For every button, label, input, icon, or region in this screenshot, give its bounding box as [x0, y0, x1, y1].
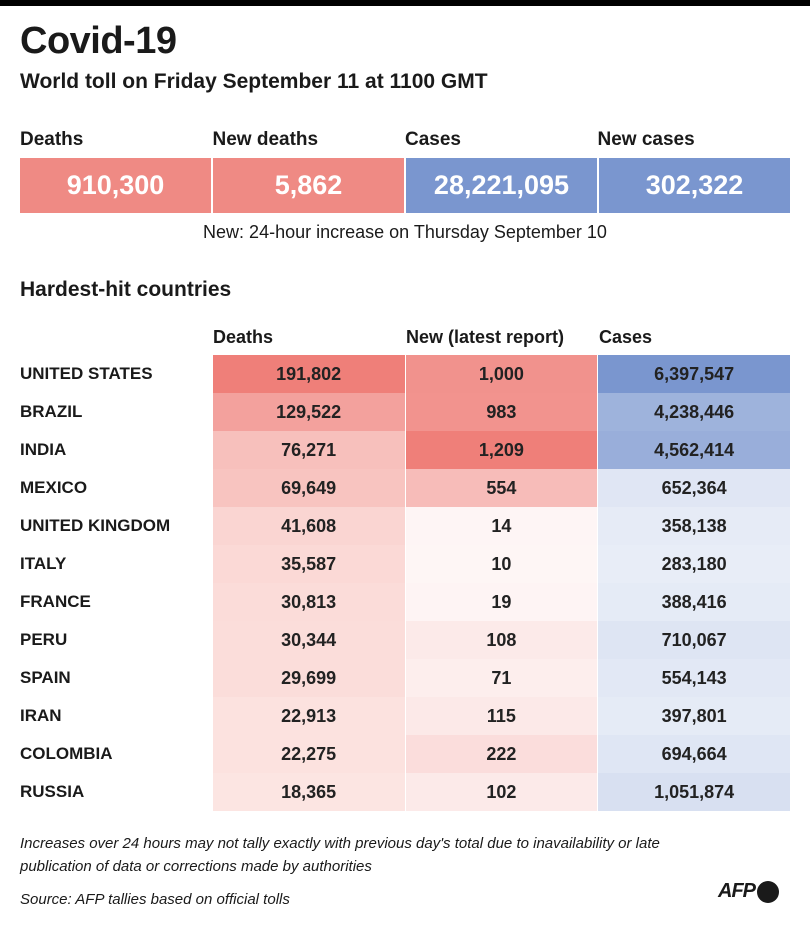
source-note: Source: AFP tallies based on official to…	[20, 891, 290, 908]
new-deaths-cell: 1,209	[405, 431, 598, 469]
new-deaths-cell: 1,000	[405, 355, 598, 393]
table-row: ITALY 35,587 10 283,180	[20, 545, 790, 583]
table-row: UNITED STATES 191,802 1,000 6,397,547	[20, 355, 790, 393]
new-deaths-cell: 983	[405, 393, 598, 431]
new-deaths-cell: 115	[405, 697, 598, 735]
table-row: PERU 30,344 108 710,067	[20, 621, 790, 659]
country-name: MEXICO	[20, 478, 88, 497]
cases-cell: 694,664	[598, 735, 790, 773]
deaths-cell: 129,522	[212, 393, 405, 431]
page-subtitle: World toll on Friday September 11 at 110…	[20, 70, 488, 93]
summary-value-new-cases: 302,322	[599, 158, 790, 213]
country-name: INDIA	[20, 440, 67, 459]
summary-values: 910,300 5,862 28,221,095 302,322	[20, 158, 790, 213]
column-header-new: New (latest report)	[406, 327, 565, 347]
new-deaths-cell: 222	[405, 735, 598, 773]
cases-cell: 710,067	[598, 621, 790, 659]
deaths-cell: 30,813	[212, 583, 405, 621]
footnote: Increases over 24 hours may not tally ex…	[20, 835, 660, 875]
cases-cell: 397,801	[598, 697, 790, 735]
new-deaths-cell: 102	[405, 773, 598, 811]
cases-cell: 358,138	[598, 507, 790, 545]
afp-logo-text: AFP	[718, 880, 756, 902]
summary-value-cases: 28,221,095	[406, 158, 597, 213]
deaths-cell: 18,365	[212, 773, 405, 811]
table-row: FRANCE 30,813 19 388,416	[20, 583, 790, 621]
summary-note: New: 24-hour increase on Thursday Septem…	[203, 222, 607, 242]
new-deaths-cell: 71	[405, 659, 598, 697]
new-deaths-cell: 554	[405, 469, 598, 507]
deaths-cell: 29,699	[212, 659, 405, 697]
summary-value-deaths: 910,300	[20, 158, 211, 213]
section-title: Hardest-hit countries	[20, 278, 232, 301]
new-deaths-cell: 10	[405, 545, 598, 583]
deaths-cell: 41,608	[212, 507, 405, 545]
country-table: UNITED STATES 191,802 1,000 6,397,547 BRAZIL…	[20, 355, 790, 811]
new-deaths-cell: 14	[405, 507, 598, 545]
country-name: ITALY	[20, 554, 67, 573]
cases-cell: 1,051,874	[598, 773, 790, 811]
summary-label-deaths: Deaths	[20, 129, 84, 150]
summary-value-new-deaths: 5,862	[213, 158, 404, 213]
cases-cell: 4,238,446	[598, 393, 790, 431]
top-rule	[0, 0, 810, 6]
cases-cell: 388,416	[598, 583, 790, 621]
summary-labels: Deaths New deaths Cases New cases	[20, 125, 790, 155]
cases-cell: 554,143	[598, 659, 790, 697]
country-name: IRAN	[20, 706, 62, 725]
country-name: BRAZIL	[20, 402, 83, 421]
deaths-cell: 69,649	[212, 469, 405, 507]
deaths-cell: 22,275	[212, 735, 405, 773]
summary-label-new-cases: New cases	[597, 129, 695, 150]
table-row: UNITED KINGDOM 41,608 14 358,138	[20, 507, 790, 545]
country-name: RUSSIA	[20, 782, 85, 801]
afp-logo-dot	[757, 880, 779, 903]
afp-logo: AFP	[718, 880, 779, 903]
table-row: SPAIN 29,699 71 554,143	[20, 659, 790, 697]
table-row: MEXICO 69,649 554 652,364	[20, 469, 790, 507]
new-deaths-cell: 108	[405, 621, 598, 659]
country-name: SPAIN	[20, 668, 71, 687]
summary-label-cases: Cases	[405, 129, 461, 150]
column-header-cases: Cases	[599, 327, 653, 347]
table-row: IRAN 22,913 115 397,801	[20, 697, 790, 735]
summary-panel: Deaths New deaths Cases New cases 910,30…	[20, 125, 790, 213]
cases-cell: 6,397,547	[598, 355, 790, 393]
deaths-cell: 30,344	[212, 621, 405, 659]
table-row: INDIA 76,271 1,209 4,562,414	[20, 431, 790, 469]
deaths-cell: 22,913	[212, 697, 405, 735]
page-title: Covid-19	[20, 20, 177, 62]
deaths-cell: 191,802	[212, 355, 405, 393]
deaths-cell: 35,587	[212, 545, 405, 583]
deaths-cell: 76,271	[212, 431, 405, 469]
table-row: COLOMBIA 22,275 222 694,664	[20, 735, 790, 773]
new-deaths-cell: 19	[405, 583, 598, 621]
country-name: UNITED KINGDOM	[20, 516, 171, 535]
table-row: BRAZIL 129,522 983 4,238,446	[20, 393, 790, 431]
country-name: COLOMBIA	[20, 744, 113, 763]
cases-cell: 283,180	[598, 545, 790, 583]
column-header-deaths: Deaths	[213, 327, 274, 347]
table-row: RUSSIA 18,365 102 1,051,874	[20, 773, 790, 811]
country-name: PERU	[20, 630, 68, 649]
country-name: FRANCE	[20, 592, 91, 611]
cases-cell: 652,364	[598, 469, 790, 507]
cases-cell: 4,562,414	[598, 431, 790, 469]
country-name: UNITED STATES	[20, 364, 153, 383]
summary-label-new-deaths: New deaths	[212, 129, 319, 150]
